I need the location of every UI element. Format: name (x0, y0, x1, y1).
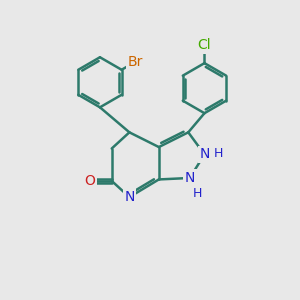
Text: N: N (124, 190, 135, 204)
Text: N: N (199, 147, 210, 161)
Text: H: H (193, 188, 202, 200)
Text: N: N (184, 171, 195, 185)
Text: Br: Br (128, 55, 143, 69)
Text: Cl: Cl (198, 38, 211, 52)
Text: O: O (84, 174, 95, 188)
Text: H: H (214, 147, 223, 160)
